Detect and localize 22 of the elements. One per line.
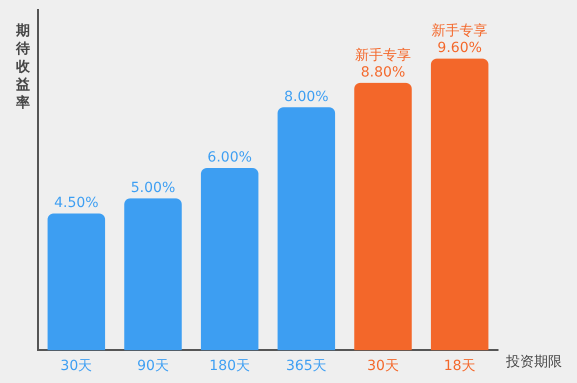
bar xyxy=(278,107,336,350)
x-tick-label: 30天 xyxy=(60,358,92,374)
y-axis-title: 期待收益率 xyxy=(16,22,31,112)
bar xyxy=(354,82,412,350)
bar xyxy=(430,58,488,350)
bar xyxy=(48,214,106,350)
data-label: 4.50% xyxy=(54,195,99,212)
x-tick-label: 180天 xyxy=(209,358,250,374)
data-label: 8.80% xyxy=(360,64,406,81)
annotation: 新手专享 xyxy=(432,23,488,40)
bar xyxy=(200,168,258,350)
x-axis-title: 投资期限 xyxy=(506,353,562,371)
data-label: 9.60% xyxy=(437,40,482,56)
data-label: 6.00% xyxy=(207,150,252,166)
x-tick-label: 30天 xyxy=(367,358,399,374)
x-tick-label: 90天 xyxy=(137,358,169,374)
data-label: 8.00% xyxy=(284,88,329,105)
x-tick-label: 365天 xyxy=(286,358,327,374)
bar xyxy=(124,198,182,350)
data-label: 5.00% xyxy=(130,180,176,196)
annotation: 新手专享 xyxy=(355,48,411,64)
x-tick-label: 18天 xyxy=(444,358,476,374)
